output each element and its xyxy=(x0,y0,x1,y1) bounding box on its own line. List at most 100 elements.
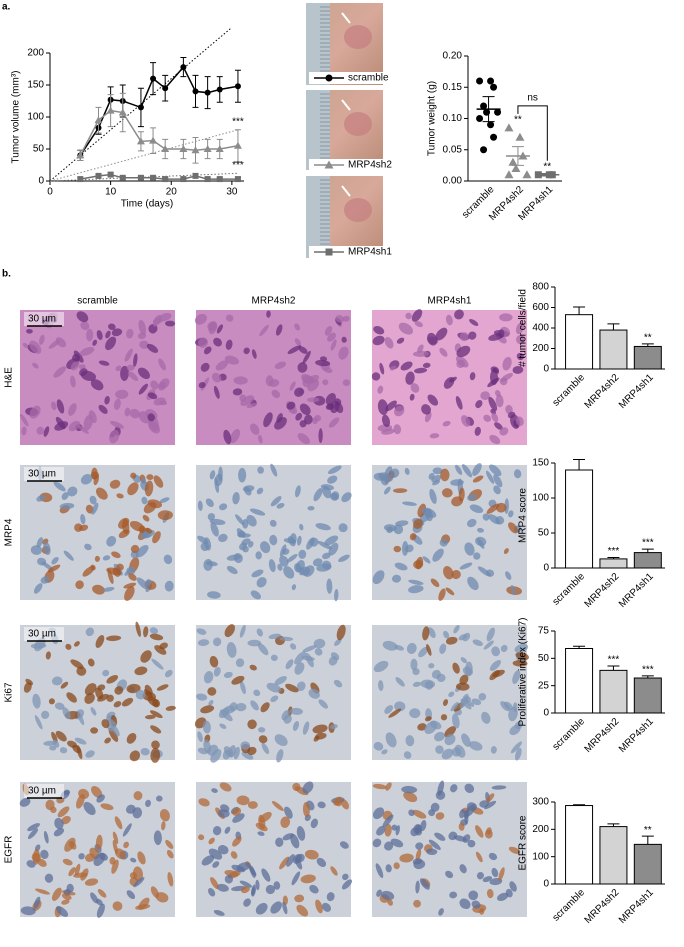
cell xyxy=(334,800,342,807)
marker xyxy=(490,133,498,141)
cell xyxy=(98,360,110,366)
cell xyxy=(489,464,502,476)
annotation: ** xyxy=(644,333,652,344)
bar xyxy=(599,329,628,370)
cell xyxy=(462,834,471,843)
cell xyxy=(491,412,499,423)
cell xyxy=(434,832,446,841)
cell xyxy=(70,375,76,388)
cell xyxy=(500,372,513,382)
error-bar xyxy=(607,323,620,331)
cell xyxy=(459,809,466,819)
cell xyxy=(418,646,429,658)
cell xyxy=(44,873,54,883)
cell xyxy=(203,739,211,754)
cell xyxy=(322,379,329,386)
cell xyxy=(52,739,60,748)
x-tick-label: 0 xyxy=(47,187,53,198)
cell xyxy=(452,713,460,729)
cell xyxy=(90,727,99,734)
cell xyxy=(265,884,276,895)
cell xyxy=(99,852,108,861)
cell xyxy=(495,516,505,525)
cell xyxy=(241,751,254,760)
cell xyxy=(339,841,349,849)
cell xyxy=(487,377,500,388)
cell xyxy=(389,468,400,478)
cell xyxy=(317,801,326,809)
cell xyxy=(484,800,497,810)
cell xyxy=(235,658,245,668)
cell xyxy=(257,466,264,474)
cell xyxy=(440,714,448,721)
cell xyxy=(491,785,507,790)
cell xyxy=(287,345,302,355)
cell xyxy=(515,322,524,335)
cell xyxy=(422,626,430,641)
cell xyxy=(95,487,108,500)
y-tick-label: 100 xyxy=(532,493,549,504)
marker xyxy=(216,176,223,183)
cell xyxy=(475,825,484,838)
cell xyxy=(165,705,176,711)
cell xyxy=(26,860,36,868)
x-tick-label: 30 xyxy=(226,187,238,198)
tumor xyxy=(344,112,372,136)
row-label: Ki67 xyxy=(4,682,15,702)
cell xyxy=(314,732,327,740)
bar xyxy=(633,345,662,370)
bar xyxy=(565,469,594,569)
y-tick-label: 75 xyxy=(538,626,550,637)
cell xyxy=(54,702,65,710)
x-tick-label: MRP4sh1 xyxy=(617,887,656,926)
arrow xyxy=(341,99,351,111)
cell xyxy=(467,839,476,848)
cell xyxy=(61,492,69,500)
cell xyxy=(213,337,222,347)
cell xyxy=(256,628,263,637)
cell xyxy=(218,533,228,543)
cell xyxy=(409,393,415,401)
cell xyxy=(201,855,215,866)
cell xyxy=(142,691,157,702)
cell xyxy=(123,582,137,589)
cell xyxy=(438,588,446,601)
cell xyxy=(29,405,41,419)
cell xyxy=(473,552,481,560)
cell xyxy=(405,735,415,747)
cell xyxy=(269,519,277,527)
cell xyxy=(491,867,499,878)
cell xyxy=(249,664,257,671)
marker xyxy=(150,174,157,181)
cell xyxy=(147,413,155,422)
cell xyxy=(461,733,471,747)
cell xyxy=(427,332,438,346)
marker xyxy=(216,86,223,93)
cell xyxy=(149,627,159,635)
histology-image: 30 µm xyxy=(19,782,175,918)
cell xyxy=(270,901,282,914)
cell xyxy=(467,493,477,501)
cell xyxy=(279,555,289,567)
cell xyxy=(316,857,327,868)
cell xyxy=(327,332,336,342)
y-tick-label: 50 xyxy=(538,528,550,539)
cell xyxy=(327,475,338,484)
cell xyxy=(290,833,300,849)
cell xyxy=(163,554,173,565)
cell xyxy=(503,701,514,710)
cell xyxy=(95,687,104,700)
cell xyxy=(302,350,311,364)
cell xyxy=(217,845,229,855)
cell xyxy=(385,400,397,412)
cell xyxy=(68,403,77,416)
histology-image: 30 µm xyxy=(19,310,176,445)
cell xyxy=(315,899,323,914)
cell xyxy=(219,503,228,511)
scale-bar-label: 30 µm xyxy=(28,314,56,325)
cell xyxy=(43,830,49,844)
cell xyxy=(19,797,31,807)
cell xyxy=(396,337,405,344)
cell xyxy=(382,640,398,651)
cell xyxy=(510,585,516,596)
